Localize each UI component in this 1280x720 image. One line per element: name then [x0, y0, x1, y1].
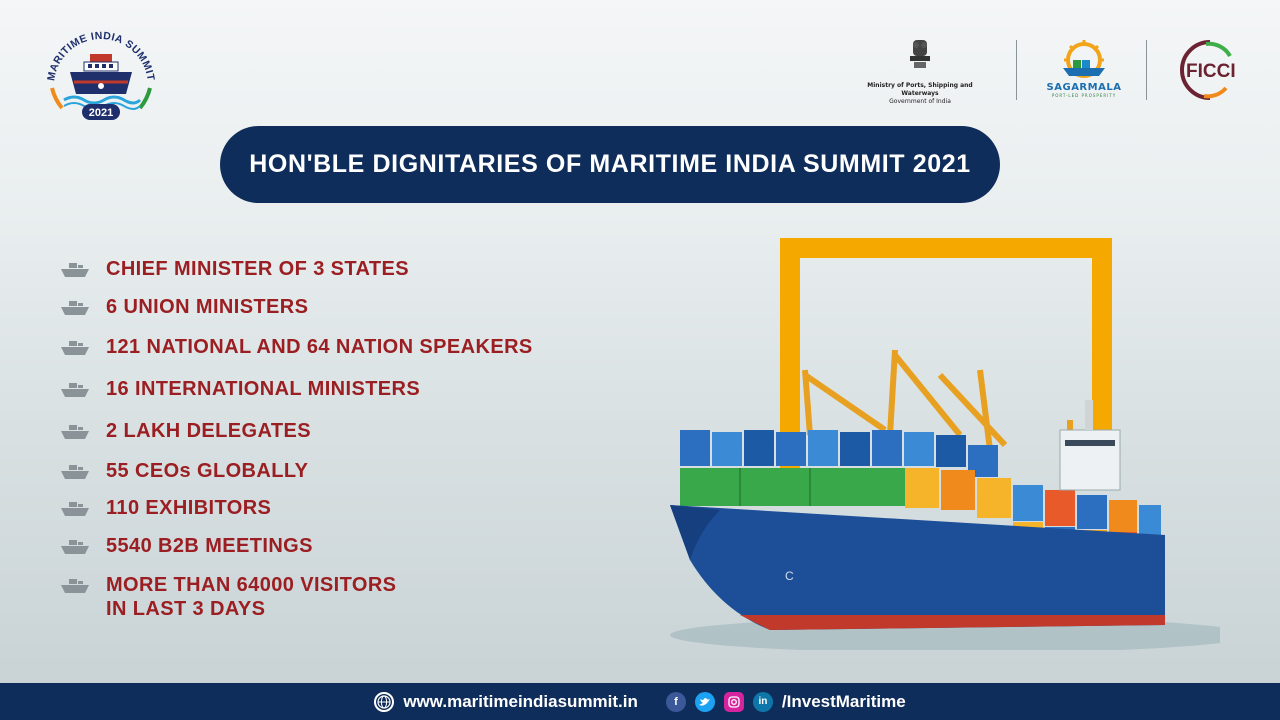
stat-line: IN LAST 3 DAYS — [106, 598, 266, 620]
list-item: 121 NATIONAL AND 64 NATION SPEAKERS — [60, 335, 533, 359]
stat-text: 55 CEOs GLOBALLY — [106, 460, 309, 482]
stat-text: MORE THAN 64000 VISITORS IN LAST 3 DAYS — [106, 573, 396, 621]
ship-wheel-icon — [1063, 40, 1105, 78]
ministry-line2: Government of India — [889, 98, 951, 105]
stat-text: 121 NATIONAL AND 64 NATION SPEAKERS — [106, 336, 533, 358]
ficci-swoosh-icon — [1180, 40, 1232, 100]
page-title: HON'BLE DIGNITARIES OF MARITIME INDIA SU… — [220, 126, 1000, 203]
logo-year: 2021 — [89, 107, 113, 119]
stat-text: 5540 B2B MEETINGS — [106, 535, 313, 557]
summit-logo: MARITIME INDIA SUMMIT 2021 — [40, 24, 162, 128]
twitter-icon[interactable] — [694, 691, 715, 712]
ship-bullet-icon — [61, 465, 89, 479]
list-item: 110 EXHIBITORS — [60, 496, 271, 520]
ship-bullet-icon — [61, 263, 89, 277]
ship-bullet-icon — [61, 383, 89, 397]
list-item: 2 LAKH DELEGATES — [60, 419, 311, 443]
ship-bullet-icon — [61, 579, 89, 593]
ship-bullet-icon — [61, 502, 89, 516]
list-item: 6 UNION MINISTERS — [60, 295, 308, 319]
svg-text:C: C — [785, 569, 794, 583]
ministry-line1: Ministry of Ports, Shipping and Waterway… — [867, 82, 973, 97]
header-divider — [1016, 40, 1017, 100]
ministry-logo: Ministry of Ports, Shipping and Waterway… — [850, 38, 990, 108]
list-item: 55 CEOs GLOBALLY — [60, 459, 308, 483]
sagarmala-name: SAGARMALA — [1046, 82, 1122, 93]
instagram-icon[interactable] — [723, 691, 744, 712]
sagarmala-tagline: PORT-LED PROSPERITY — [1051, 93, 1117, 98]
ship-bullet-icon — [61, 341, 89, 355]
ship-bullet-icon — [61, 425, 89, 439]
ficci-logo: FICCI — [1170, 38, 1250, 102]
ship-bullet-icon — [61, 540, 89, 554]
linkedin-icon[interactable]: in — [752, 691, 773, 712]
facebook-icon[interactable]: f — [665, 691, 686, 712]
stat-text: 110 EXHIBITORS — [106, 497, 272, 519]
list-item: 16 INTERNATIONAL MINISTERS — [60, 377, 420, 401]
footer: www.maritimeindiasummit.in f in /InvestM… — [0, 683, 1280, 720]
list-item: 5540 B2B MEETINGS — [60, 534, 313, 558]
stat-text: CHIEF MINISTER OF 3 STATES — [106, 258, 410, 280]
yellow-frame — [780, 238, 1112, 468]
sagarmala-logo: SAGARMALA PORT-LED PROSPERITY — [1038, 38, 1130, 108]
emblem-icon — [910, 40, 930, 68]
stat-line: MORE THAN 64000 VISITORS — [106, 574, 397, 596]
ficci-name: FICCI — [1186, 61, 1236, 82]
social-handle[interactable]: /InvestMaritime — [781, 691, 906, 711]
cargo-ship-illustration: C — [660, 230, 1250, 653]
stat-text: 16 INTERNATIONAL MINISTERS — [106, 378, 421, 400]
website-link[interactable]: www.maritimeindiasummit.in — [403, 691, 638, 711]
header-divider — [1146, 40, 1147, 100]
stat-text: 2 LAKH DELEGATES — [106, 420, 311, 442]
stat-text: 6 UNION MINISTERS — [106, 296, 309, 318]
globe-icon[interactable] — [374, 691, 395, 712]
list-item: CHIEF MINISTER OF 3 STATES — [60, 257, 409, 281]
ship-bullet-icon — [61, 301, 89, 315]
list-item: MORE THAN 64000 VISITORS IN LAST 3 DAYS — [60, 573, 396, 621]
